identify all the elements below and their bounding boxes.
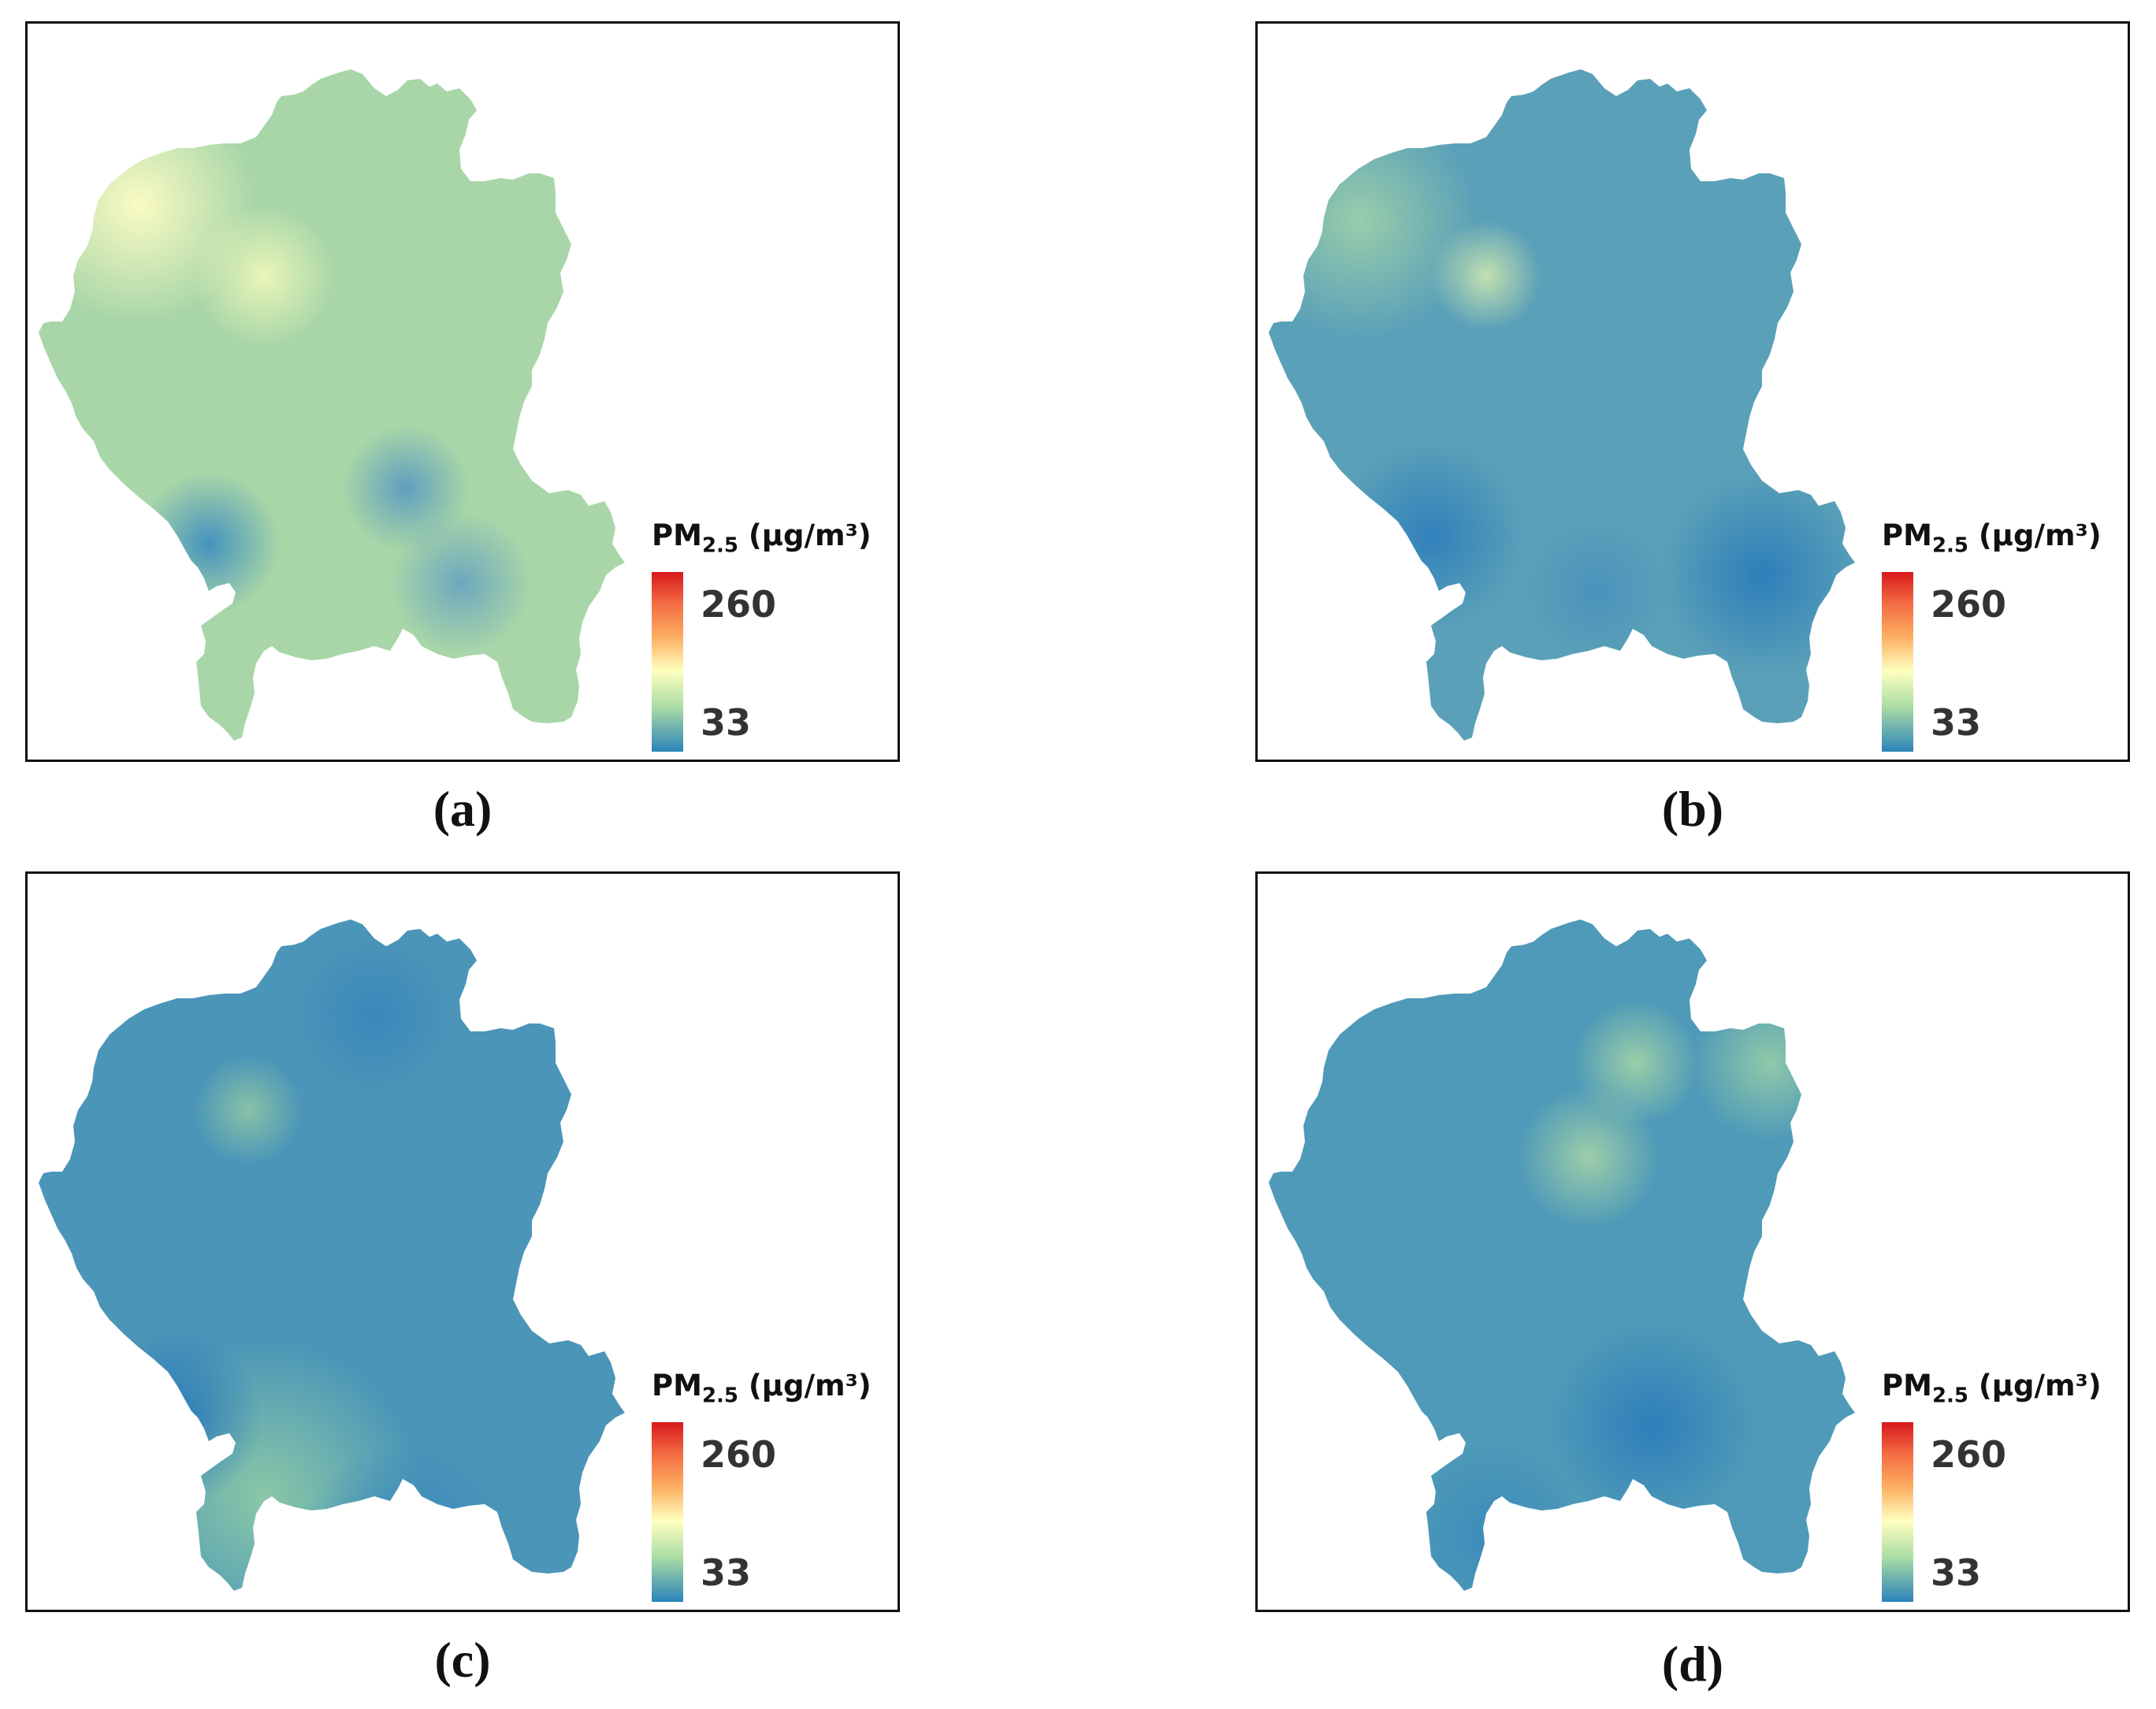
pm25-hotspot bbox=[1431, 221, 1541, 331]
legend-title: PM2.5 (μg/m³) bbox=[652, 1369, 872, 1408]
region-shape bbox=[39, 920, 625, 1591]
legend-min-label: 33 bbox=[701, 701, 752, 744]
pm25-legend: PM2.5 (μg/m³) 260 33 bbox=[1882, 1369, 2134, 1602]
pm25-hotspot bbox=[1518, 1087, 1660, 1228]
pm25-hotspot bbox=[1691, 984, 1849, 1142]
pm25-map-c bbox=[39, 920, 625, 1591]
map-panel-c: PM2.5 (μg/m³) 260 33 bbox=[25, 871, 900, 1612]
pm25-hotspot bbox=[91, 1331, 264, 1504]
map-panel-a: PM2.5 (μg/m³) 260 33 bbox=[25, 21, 900, 762]
pm25-hotspot bbox=[193, 205, 335, 347]
legend-title: PM2.5 (μg/m³) bbox=[1882, 518, 2102, 558]
legend-min-label: 33 bbox=[1931, 1551, 1982, 1594]
pm25-legend: PM2.5 (μg/m³) 260 33 bbox=[1882, 518, 2134, 752]
panel-caption-a: (a) bbox=[433, 781, 493, 837]
color-scale-bar bbox=[652, 572, 683, 752]
legend-min-label: 33 bbox=[701, 1551, 752, 1594]
legend-min-label: 33 bbox=[1931, 701, 1982, 744]
legend-title: PM2.5 (μg/m³) bbox=[652, 518, 872, 558]
pm25-hotspot bbox=[1526, 520, 1667, 662]
pm25-map-a bbox=[39, 69, 625, 741]
map-panel-d: PM2.5 (μg/m³) 260 33 bbox=[1255, 871, 2130, 1612]
panel-caption-c: (c) bbox=[434, 1632, 491, 1688]
pm25-hotspot bbox=[1660, 473, 1855, 678]
legend-max-label: 260 bbox=[1931, 1433, 2007, 1476]
legend-title: PM2.5 (μg/m³) bbox=[1882, 1369, 2102, 1408]
color-scale-bar bbox=[652, 1422, 683, 1602]
map-panel-b: PM2.5 (μg/m³) 260 33 bbox=[1255, 21, 2130, 762]
panel-caption-d: (d) bbox=[1661, 1636, 1724, 1692]
legend-max-label: 260 bbox=[701, 583, 777, 626]
pm25-hotspot bbox=[1549, 1323, 1754, 1528]
pm25-hotspot bbox=[193, 1055, 303, 1165]
pm25-hotspot bbox=[1336, 441, 1526, 630]
panel-caption-b: (b) bbox=[1661, 781, 1724, 837]
pm25-legend: PM2.5 (μg/m³) 260 33 bbox=[652, 1369, 904, 1602]
pm25-map-d bbox=[1269, 920, 1855, 1591]
pm25-hotspot bbox=[138, 473, 280, 615]
legend-max-label: 260 bbox=[701, 1433, 777, 1476]
color-scale-bar bbox=[1882, 572, 1913, 752]
pm25-map-b bbox=[1269, 69, 1855, 741]
pm25-hotspot bbox=[296, 937, 453, 1094]
pm25-legend: PM2.5 (μg/m³) 260 33 bbox=[652, 518, 904, 752]
region-shape bbox=[39, 69, 625, 741]
legend-max-label: 260 bbox=[1931, 583, 2007, 626]
color-scale-bar bbox=[1882, 1422, 1913, 1602]
pm25-hotspot bbox=[390, 512, 532, 654]
